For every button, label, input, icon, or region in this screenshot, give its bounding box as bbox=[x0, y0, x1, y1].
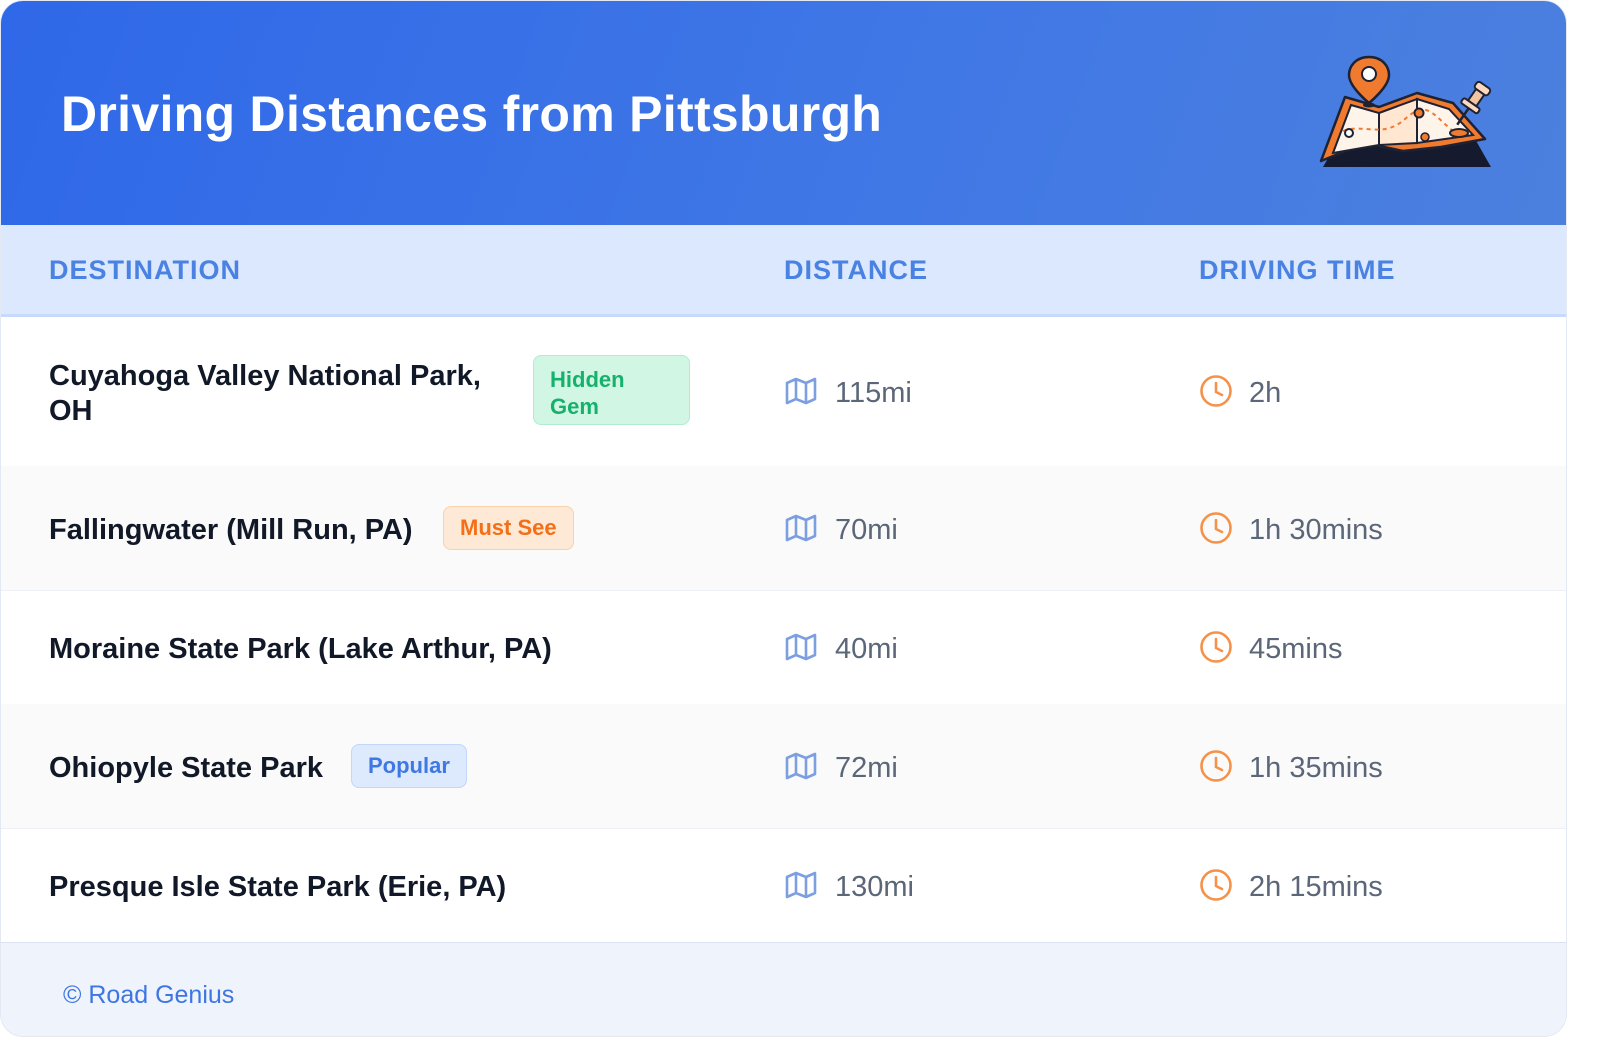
footer: © Road Genius bbox=[1, 942, 1566, 1036]
destination-name: Fallingwater (Mill Run, PA) bbox=[49, 514, 413, 546]
must-see-badge: Must See bbox=[443, 506, 574, 550]
destination-name: Presque Isle State Park (Erie, PA) bbox=[49, 871, 507, 903]
destination-name: Moraine State Park (Lake Arthur, PA) bbox=[49, 633, 552, 665]
distance-value: 40mi bbox=[835, 633, 898, 665]
clock-icon bbox=[1200, 750, 1232, 782]
column-header-distance: DISTANCE bbox=[784, 255, 929, 285]
table-row: Cuyahoga Valley National Park, OH Hidden… bbox=[1, 317, 1566, 467]
map-icon bbox=[785, 633, 817, 661]
distance-value: 72mi bbox=[835, 752, 898, 784]
column-header-driving-time: DRIVING TIME bbox=[1199, 255, 1396, 285]
clock-icon bbox=[1200, 375, 1232, 407]
page-title: Driving Distances from Pittsburgh bbox=[61, 86, 883, 142]
table-row: Ohiopyle State Park Popular 72mi 1h 35mi… bbox=[1, 704, 1566, 829]
clock-icon bbox=[1200, 512, 1232, 544]
destination-name: Cuyahoga Valley National Park, OH bbox=[49, 360, 481, 427]
driving-time-value: 45mins bbox=[1249, 633, 1343, 665]
clock-icon bbox=[1200, 631, 1232, 663]
map-icon bbox=[785, 752, 817, 780]
table-row: Presque Isle State Park (Erie, PA) 130mi… bbox=[1, 828, 1566, 942]
destination-name: Ohiopyle State Park bbox=[49, 752, 323, 784]
clock-icon bbox=[1200, 869, 1232, 901]
copyright-text: © Road Genius bbox=[63, 981, 235, 1009]
driving-time-value: 1h 30mins bbox=[1249, 514, 1383, 546]
popular-badge: Popular bbox=[351, 744, 467, 788]
map-icon bbox=[785, 514, 817, 542]
distance-value: 130mi bbox=[835, 871, 914, 903]
hidden-gem-badge: Hidden Gem bbox=[533, 355, 690, 425]
distance-value: 70mi bbox=[835, 514, 898, 546]
column-header-destination: DESTINATION bbox=[49, 255, 241, 285]
distance-value: 115mi bbox=[835, 377, 912, 409]
distance-card: Driving Distances from Pittsburgh bbox=[1, 1, 1566, 1036]
table-header: DESTINATION DISTANCE DRIVING TIME bbox=[1, 225, 1566, 317]
table-row: Fallingwater (Mill Run, PA) Must See 70m… bbox=[1, 466, 1566, 591]
map-icon bbox=[785, 377, 817, 405]
map-icon bbox=[785, 871, 817, 899]
driving-time-value: 2h bbox=[1249, 377, 1282, 409]
table-row: Moraine State Park (Lake Arthur, PA) 40m… bbox=[1, 590, 1566, 705]
driving-time-value: 1h 35mins bbox=[1249, 752, 1383, 784]
map-with-pins-icon bbox=[1319, 55, 1492, 167]
card-header: Driving Distances from Pittsburgh bbox=[1, 1, 1566, 225]
driving-time-value: 2h 15mins bbox=[1249, 871, 1383, 903]
